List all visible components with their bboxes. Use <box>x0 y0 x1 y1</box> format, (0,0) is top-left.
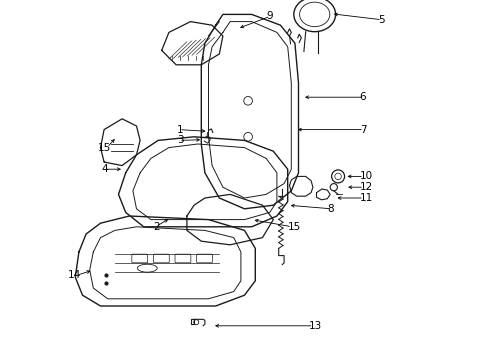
Text: 1: 1 <box>176 125 183 135</box>
Text: 10: 10 <box>359 171 372 181</box>
Text: 13: 13 <box>309 321 322 331</box>
Text: 15: 15 <box>98 143 111 153</box>
Text: 9: 9 <box>265 11 272 21</box>
Text: 4: 4 <box>101 164 107 174</box>
Text: 15: 15 <box>287 222 300 232</box>
Text: 3: 3 <box>176 135 183 145</box>
Text: 14: 14 <box>67 270 81 280</box>
Text: 8: 8 <box>326 204 333 214</box>
Text: 12: 12 <box>359 182 372 192</box>
Text: 7: 7 <box>359 125 366 135</box>
Text: 11: 11 <box>359 193 372 203</box>
Text: 2: 2 <box>153 222 160 232</box>
Text: 5: 5 <box>377 15 384 25</box>
Text: 6: 6 <box>359 92 366 102</box>
